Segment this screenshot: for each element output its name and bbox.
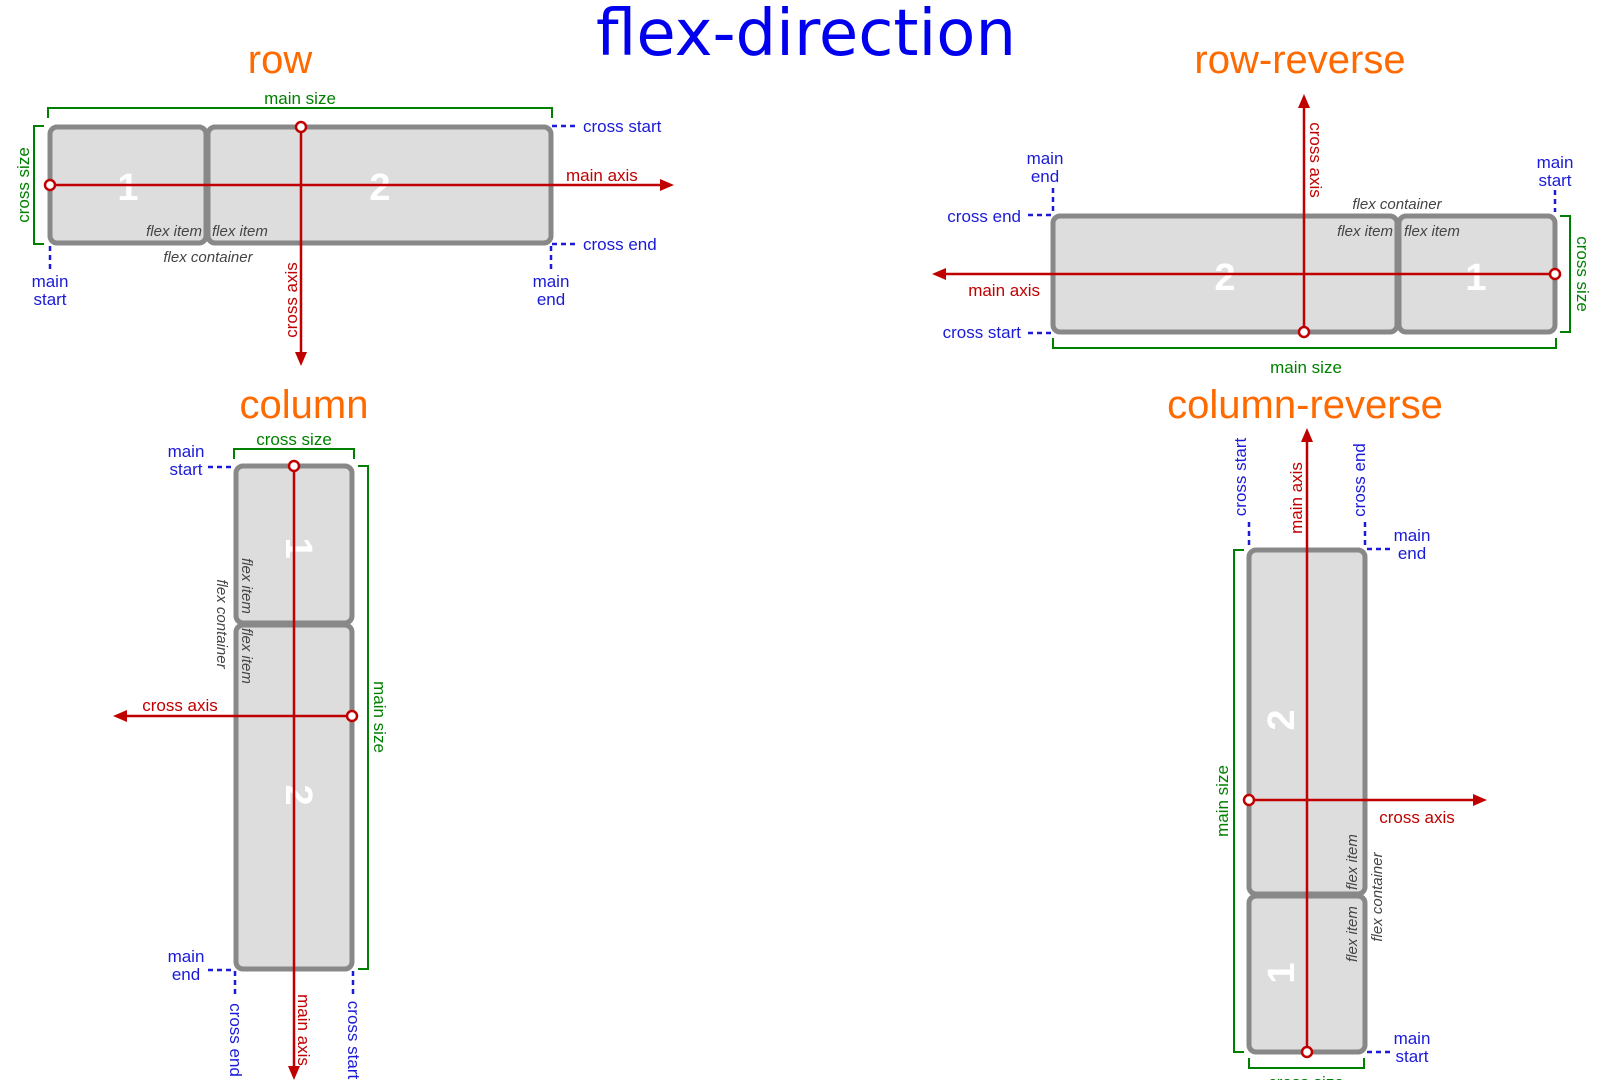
main-start-dot <box>1548 267 1562 281</box>
main-start-dot <box>1300 1045 1314 1059</box>
main-axis-arrowhead <box>660 179 674 191</box>
cross-size-label: cross size <box>256 430 332 449</box>
cross-axis-arrowhead <box>295 352 307 366</box>
main-size-brace <box>1052 338 1557 349</box>
cross-axis-arrowhead <box>1298 94 1310 108</box>
flex-item-label: flex item <box>212 223 268 240</box>
cross-end-label: cross end <box>226 1003 245 1077</box>
main-end-label-main: main <box>533 272 570 291</box>
main-start-label-main: main <box>1394 1029 1431 1048</box>
main-axis-label: main axis <box>566 166 638 185</box>
flex-item-label: flex item <box>1344 834 1361 890</box>
cross-size-brace <box>33 125 44 245</box>
main-end-label-end: end <box>1398 544 1426 563</box>
panel-column: column cross size 1 2 flex item flex ite… <box>113 383 389 1080</box>
cross-start-dot <box>294 120 308 134</box>
flex-container-label: flex container <box>213 579 230 669</box>
cross-size-brace <box>1248 1058 1365 1069</box>
panel-row: row main size cross size 1 2 flex item f… <box>14 38 674 366</box>
flex-container-label: flex container <box>1352 196 1442 213</box>
main-start-label-start: start <box>1395 1047 1428 1066</box>
cross-axis-arrowhead <box>113 710 127 722</box>
main-start-label-main: main <box>168 442 205 461</box>
flex-container-label: flex container <box>1369 851 1386 941</box>
cross-axis-label: cross axis <box>1306 122 1325 198</box>
cross-size-label: cross size <box>1268 1073 1344 1080</box>
cross-axis-label: cross axis <box>142 696 218 715</box>
flex-item-label: flex item <box>146 223 202 240</box>
main-end-label-end: end <box>172 965 200 984</box>
cross-start-label: cross start <box>1231 438 1250 517</box>
main-start-label-start: start <box>33 290 66 309</box>
main-end-label-main: main <box>1394 526 1431 545</box>
cross-size-brace <box>233 448 355 459</box>
cross-start-dot <box>345 709 359 723</box>
main-axis-arrowhead <box>1301 428 1313 442</box>
item-number-1: 1 <box>1261 962 1303 983</box>
cross-start-label: cross start <box>943 323 1022 342</box>
item-number-1: 1 <box>117 167 138 209</box>
cross-start-label: cross start <box>344 1001 363 1080</box>
panel-row-reverse: row-reverse flex container 2 1 flex item… <box>932 38 1592 377</box>
main-end-label-end: end <box>1031 167 1059 186</box>
cross-end-label: cross end <box>583 235 657 254</box>
main-size-label: main size <box>264 89 336 108</box>
item-number-2: 2 <box>1214 257 1235 299</box>
cross-size-label: cross size <box>1573 236 1592 312</box>
main-start-label-main: main <box>32 272 69 291</box>
main-size-label: main size <box>370 681 389 753</box>
cross-end-label: cross end <box>1350 443 1369 517</box>
cross-axis-label: cross axis <box>282 262 301 338</box>
item-number-1: 1 <box>1465 257 1486 299</box>
main-size-label: main size <box>1213 765 1232 837</box>
main-end-label-main: main <box>1027 149 1064 168</box>
main-start-label-main: main <box>1537 153 1574 172</box>
main-axis-label: main axis <box>968 281 1040 300</box>
diagram-title: flex-direction <box>596 0 1016 71</box>
item-number-2: 2 <box>369 167 390 209</box>
cross-axis-arrowhead <box>1473 794 1487 806</box>
item-number-2: 2 <box>277 784 319 805</box>
main-size-brace <box>358 465 369 970</box>
main-start-dot <box>287 459 301 473</box>
main-axis-label: main axis <box>294 994 313 1066</box>
main-end-label-main: main <box>168 947 205 966</box>
flex-item-label: flex item <box>1344 906 1361 962</box>
main-size-brace <box>1233 549 1244 1053</box>
flex-item-label: flex item <box>238 628 255 684</box>
cross-start-label: cross start <box>583 117 662 136</box>
main-start-label-start: start <box>169 460 202 479</box>
main-axis-arrowhead <box>288 1066 300 1080</box>
flex-item-label: flex item <box>1337 223 1393 240</box>
main-axis-label: main axis <box>1287 462 1306 534</box>
cross-size-brace <box>1560 215 1571 333</box>
panel-heading-row-reverse: row-reverse <box>1194 38 1405 82</box>
cross-axis-label: cross axis <box>1379 808 1455 827</box>
flex-item-label: flex item <box>238 558 255 614</box>
panel-heading-column: column <box>240 383 369 427</box>
cross-start-dot <box>1297 325 1311 339</box>
panel-heading-row: row <box>248 38 313 82</box>
cross-size-label: cross size <box>14 147 33 223</box>
main-size-label: main size <box>1270 358 1342 377</box>
flex-container-label: flex container <box>163 249 253 266</box>
main-axis-arrowhead <box>932 268 946 280</box>
main-start-label-start: start <box>1538 171 1571 190</box>
main-end-label-end: end <box>537 290 565 309</box>
cross-start-dot <box>1242 793 1256 807</box>
item-number-2: 2 <box>1261 709 1303 730</box>
item-number-1: 1 <box>277 537 319 558</box>
main-size-brace <box>47 107 553 118</box>
cross-end-label: cross end <box>947 207 1021 226</box>
flex-item-label: flex item <box>1404 223 1460 240</box>
panel-column-reverse: column-reverse 2 1 flex item flex item f… <box>1167 383 1487 1080</box>
main-start-dot <box>43 178 57 192</box>
panel-heading-column-reverse: column-reverse <box>1167 383 1443 427</box>
